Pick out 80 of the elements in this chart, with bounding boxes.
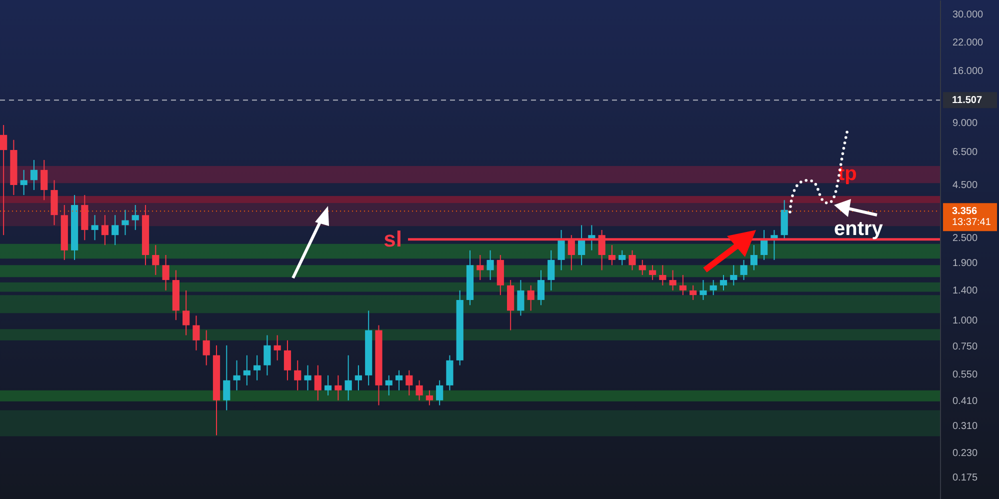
candlestick: [679, 274, 686, 296]
y-tick-label: 1.900: [952, 258, 978, 269]
candlestick: [395, 370, 403, 391]
candlestick: [91, 214, 98, 241]
candlestick: [101, 214, 108, 246]
candlestick: [192, 315, 200, 351]
candlestick: [202, 330, 210, 366]
candlestick: [476, 254, 484, 281]
y-tick-label: 16.000: [952, 66, 984, 77]
candlestick: [548, 250, 555, 291]
y-tick-label: 0.310: [952, 420, 978, 432]
candlestick: [385, 374, 392, 396]
y-tick-label: 1.400: [952, 285, 978, 296]
candlestick: [223, 344, 230, 411]
candlestick: [182, 290, 190, 336]
candlestick: [344, 354, 352, 401]
candlestick: [314, 364, 322, 401]
candlestick: [354, 364, 362, 391]
candlestick: [537, 270, 545, 306]
candlestick: [710, 280, 717, 296]
candlestick: [20, 169, 28, 196]
candlestick: [334, 374, 342, 401]
candlestick: [659, 264, 666, 286]
candlestick: [122, 209, 129, 236]
candlestick: [628, 250, 636, 271]
y-tick-label: 4.500: [952, 180, 978, 192]
candlestick: [669, 270, 676, 291]
candlestick: [608, 244, 616, 266]
candlestick: [0, 124, 8, 236]
candlestick: [30, 159, 38, 191]
candlestick: [750, 244, 758, 271]
candlestick: [740, 259, 748, 281]
candlestick: [264, 334, 271, 376]
y-tick-label: 0.750: [952, 341, 978, 352]
candlestick: [294, 360, 302, 391]
candlestick: [558, 229, 565, 271]
candlestick: [284, 340, 292, 381]
candlestick: [700, 280, 707, 300]
candlestick: [618, 250, 626, 266]
y-tick-label: 1.000: [952, 316, 978, 327]
y-tick-label: 9.000: [952, 118, 978, 129]
candlestick: [40, 159, 48, 201]
y-tick-label: 22.000: [952, 37, 984, 48]
candlestick: [760, 229, 768, 260]
candlestick: [274, 334, 281, 361]
y-tick-label: 6.500: [952, 147, 978, 158]
y-tick-label: 0.175: [952, 472, 978, 484]
candlestick: [527, 284, 534, 312]
y-tick-label: 0.550: [952, 369, 978, 380]
candlestick: [730, 264, 738, 286]
candlestick: [233, 360, 240, 391]
annotation: tp: [838, 163, 857, 185]
ref-line-label: 11.507: [952, 95, 982, 106]
candlestick: [436, 380, 444, 406]
y-tick-label: 30.000: [952, 9, 984, 20]
candlestick: [406, 370, 413, 396]
candlestick: [304, 364, 312, 391]
candlestick: [486, 250, 494, 281]
ref-line-label: 3.356: [952, 206, 978, 218]
ref-line-label: sl: [384, 226, 402, 252]
candlestick: [578, 224, 586, 266]
annotation: entry: [834, 218, 884, 240]
y-tick-label: 0.230: [952, 448, 978, 459]
candlestick: [720, 274, 728, 291]
candlestick: [132, 204, 139, 230]
candlestick: [243, 354, 250, 386]
candlestick: [416, 380, 423, 401]
candlestick: [112, 214, 119, 246]
y-tick-label: 2.500: [952, 233, 978, 244]
text: 13:37:41: [952, 217, 992, 228]
candlestick: [152, 244, 160, 276]
y-tick-label: 0.410: [952, 396, 978, 407]
candlestick: [426, 390, 433, 406]
candlestick: [638, 259, 646, 276]
candlestick: [648, 264, 656, 281]
candlestick: [162, 254, 170, 291]
candlestick: [690, 284, 697, 300]
candlestick: [324, 374, 332, 396]
candlestick: [517, 280, 524, 316]
candlestick: [254, 354, 261, 381]
